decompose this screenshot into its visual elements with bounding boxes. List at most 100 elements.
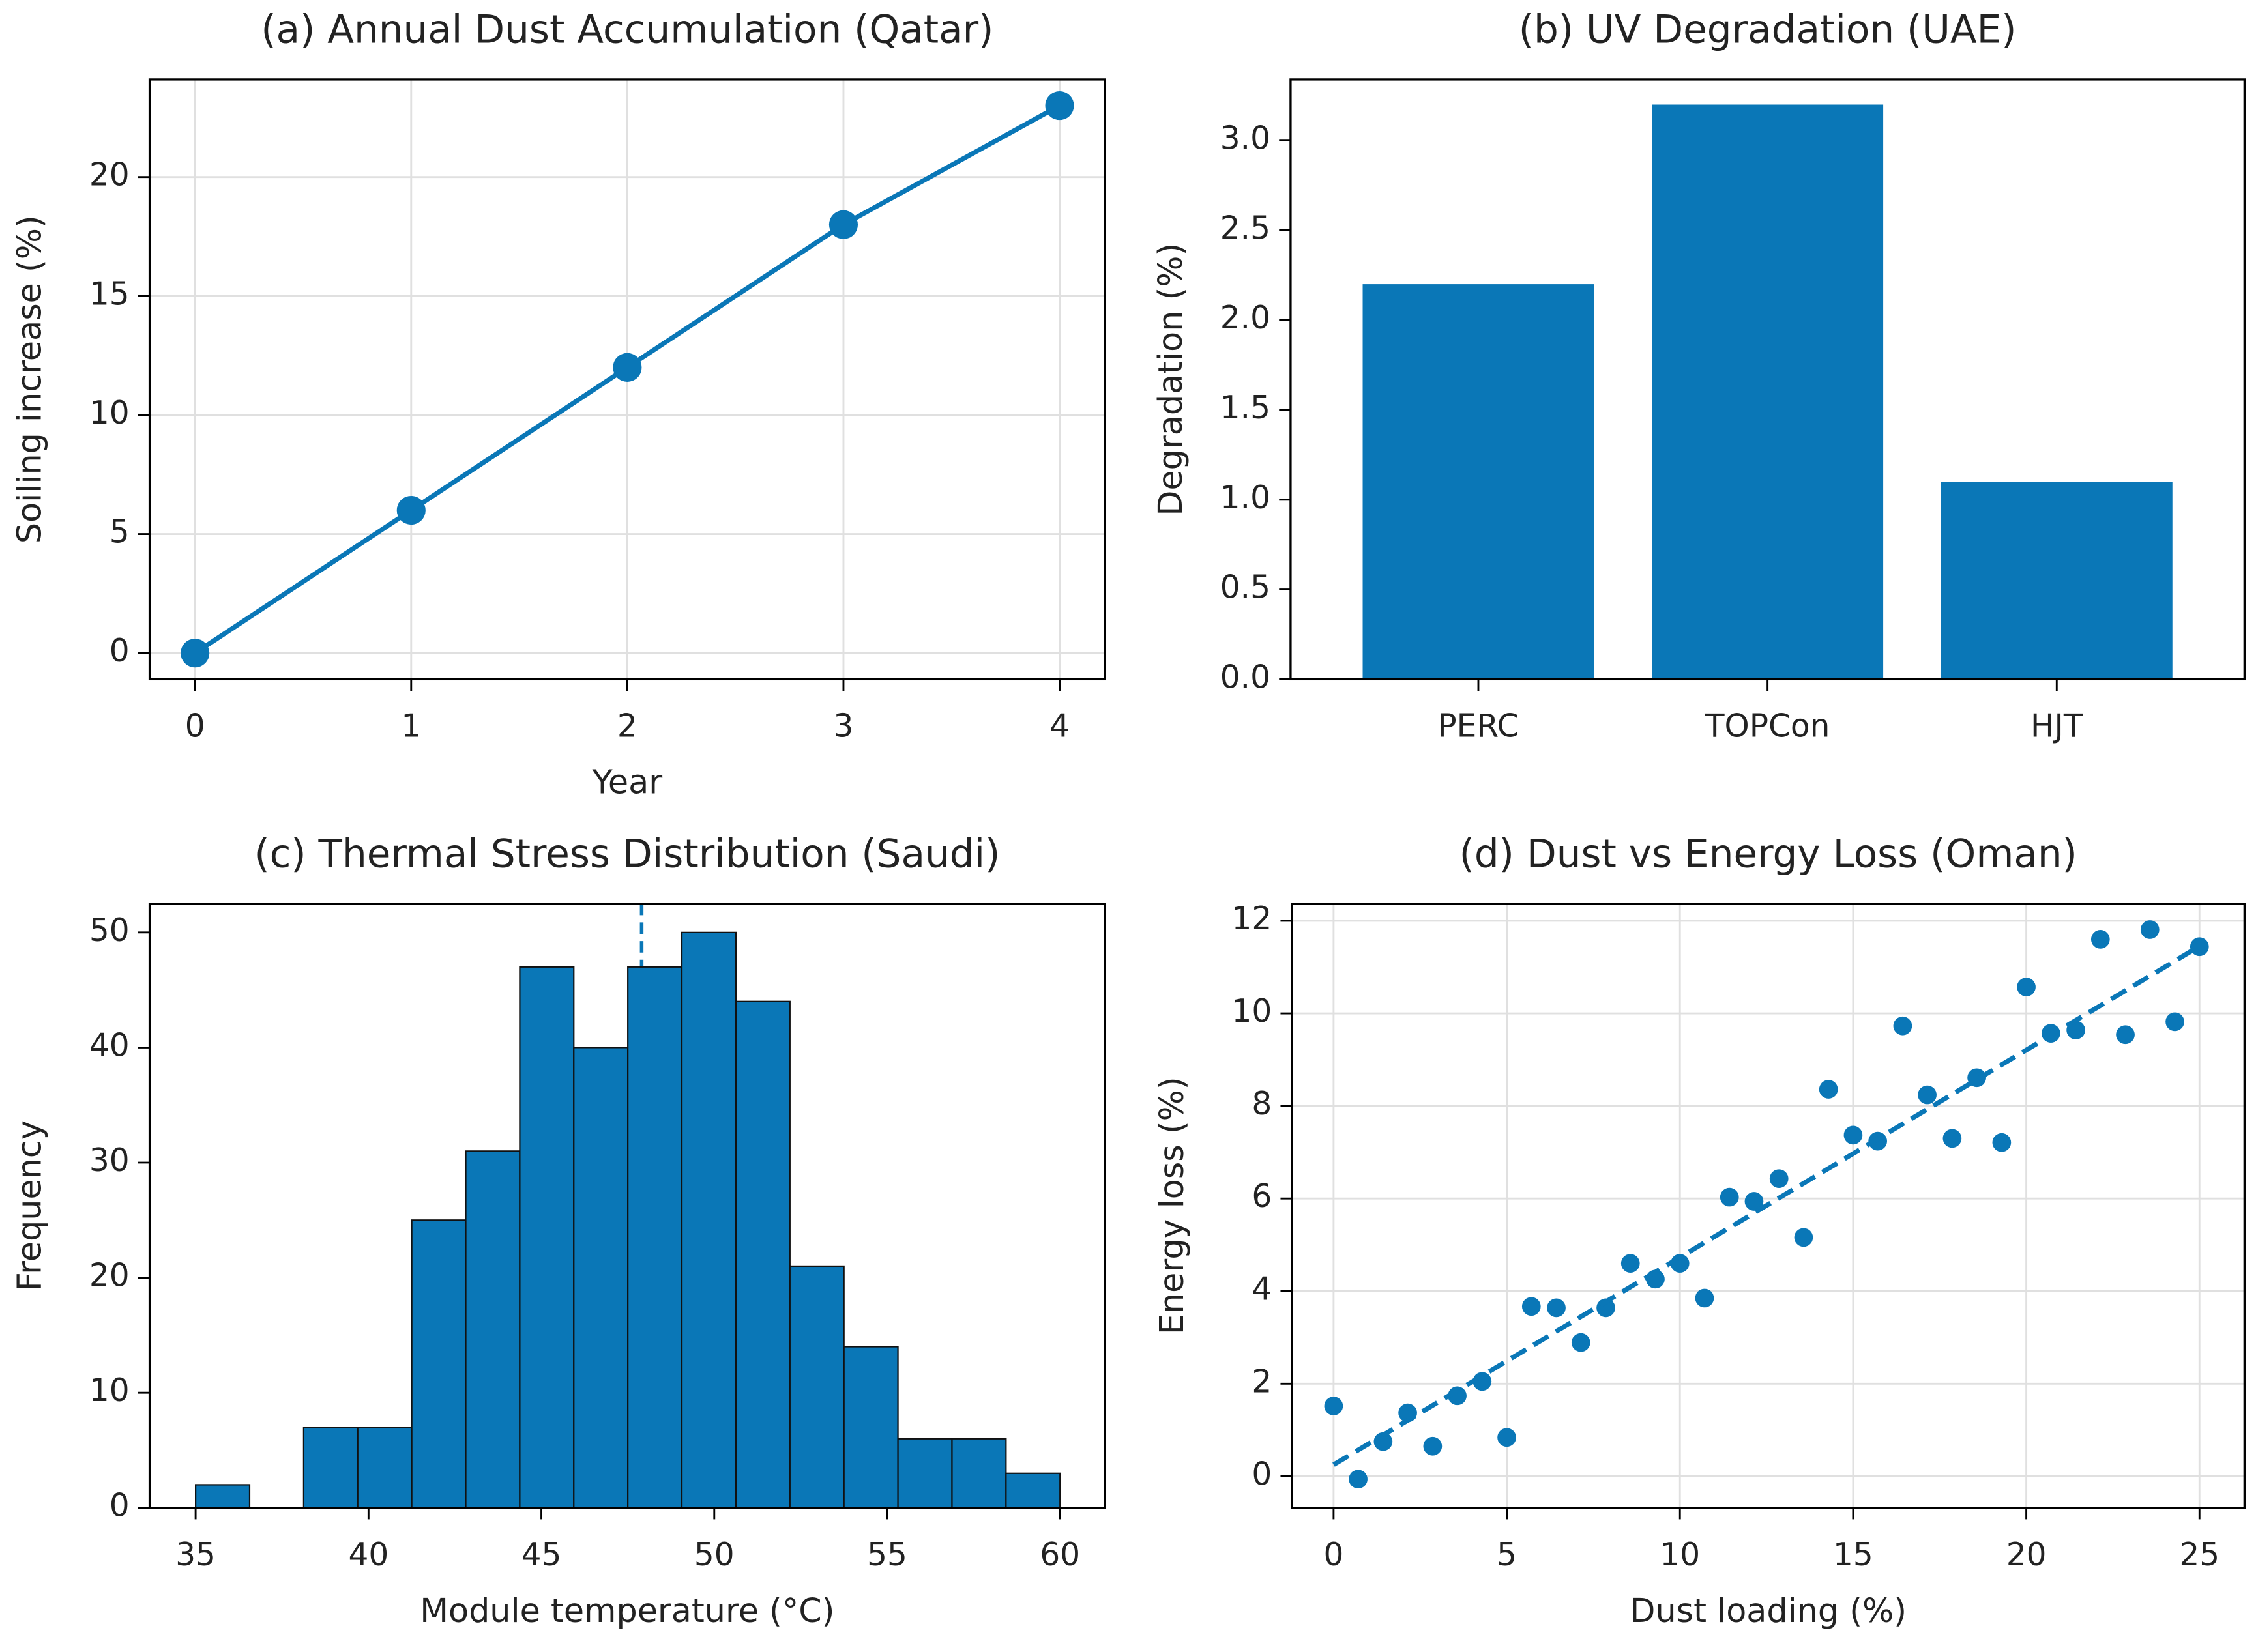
- histogram-bar: [195, 1484, 251, 1509]
- x-tick-label: 1: [401, 708, 421, 744]
- x-tick-label: TOPCon: [1705, 708, 1830, 744]
- y-tick-label: 20: [89, 1258, 130, 1294]
- point: [1423, 1436, 1443, 1456]
- panel: (b) UV Degradation (UAE) Degradation (%) 0…: [1151, 8, 2246, 744]
- point: [1620, 1254, 1640, 1273]
- histogram-bar: [627, 966, 683, 1509]
- y-tick-label: 30: [89, 1142, 130, 1179]
- point: [1349, 1470, 1368, 1489]
- histogram-bar: [735, 1000, 791, 1509]
- axes-frame: [1289, 78, 2246, 681]
- chart-title: (a) Annual Dust Accumulation (Qatar): [261, 8, 993, 53]
- marker: [1045, 91, 1074, 121]
- x-tick-label: 40: [348, 1537, 388, 1573]
- point: [1324, 1397, 1343, 1415]
- histogram-bar: [573, 1047, 629, 1509]
- point: [2165, 1012, 2184, 1032]
- y-tick-label: 5: [110, 514, 130, 551]
- y-tick-label: 0: [110, 1488, 130, 1524]
- point: [2140, 920, 2160, 939]
- x-tick-label: 55: [867, 1537, 907, 1573]
- point: [1720, 1187, 1739, 1207]
- y-tick-label: 0.0: [1220, 659, 1270, 695]
- y-tick-label: 15: [89, 276, 130, 312]
- y-axis-label: Degradation (%): [1151, 243, 1190, 516]
- y-tick-label: 50: [89, 912, 130, 949]
- histogram-bar: [357, 1427, 413, 1509]
- histogram-bar: [465, 1150, 521, 1509]
- marker: [181, 639, 210, 668]
- point: [1918, 1085, 1937, 1105]
- y-tick-label: 8: [1252, 1086, 1272, 1122]
- histogram-bar: [411, 1219, 467, 1509]
- histogram-bar: [1005, 1472, 1061, 1509]
- y-tick-label: 10: [89, 395, 130, 431]
- x-tick-label: 60: [1040, 1537, 1080, 1573]
- y-tick-label: 2: [1252, 1363, 1272, 1400]
- x-tick-label: 10: [1660, 1537, 1700, 1573]
- y-tick-label: 40: [89, 1027, 130, 1064]
- y-tick-label: 6: [1252, 1178, 1272, 1215]
- x-axis-label: Year: [592, 762, 663, 801]
- bar: [1652, 104, 1884, 680]
- x-tick-label: 5: [1497, 1537, 1517, 1573]
- x-tick-label: 2: [617, 708, 637, 744]
- point: [1497, 1428, 1516, 1447]
- point: [1992, 1133, 2012, 1152]
- point: [1942, 1129, 1962, 1148]
- x-tick-label: 20: [2006, 1537, 2047, 1573]
- histogram-bar: [897, 1438, 953, 1509]
- axes-frame: [1291, 903, 2246, 1509]
- bar: [1941, 482, 2173, 680]
- histogram-bar: [302, 1427, 359, 1509]
- fit-line: [1332, 944, 2201, 1467]
- y-axis-label: Frequency: [10, 1120, 49, 1291]
- bar: [1362, 284, 1594, 680]
- y-tick-label: 0: [1252, 1456, 1272, 1492]
- chart-title: (b) UV Degradation (UAE): [1519, 8, 2017, 53]
- x-tick-label: 45: [521, 1537, 562, 1573]
- point: [1967, 1068, 1986, 1088]
- histogram-bar: [681, 931, 737, 1509]
- y-tick-label: 2.0: [1220, 300, 1270, 336]
- x-tick-label: PERC: [1437, 708, 1519, 744]
- point: [1794, 1228, 1813, 1247]
- marker: [828, 210, 858, 239]
- chart-title: (d) Dust vs Energy Loss (Oman): [1459, 832, 2077, 877]
- histogram-bar: [951, 1438, 1007, 1509]
- x-tick-label: HJT: [2030, 708, 2083, 744]
- point: [1571, 1333, 1590, 1352]
- point: [1547, 1298, 1566, 1318]
- x-tick-label: 50: [694, 1537, 735, 1573]
- point: [1893, 1016, 1912, 1036]
- panel: (d) Dust vs Energy Loss (Oman) Dust loadi…: [1152, 832, 2246, 1630]
- chart-title: (c) Thermal Stress Distribution (Saudi): [254, 832, 1000, 877]
- x-axis-label: Dust loading (%): [1630, 1591, 1907, 1630]
- y-tick-label: 4: [1252, 1271, 1272, 1307]
- x-axis-label: Module temperature (°C): [420, 1591, 834, 1630]
- axes-frame: [148, 903, 1106, 1509]
- y-tick-label: 20: [89, 157, 130, 194]
- y-tick-label: 1.5: [1220, 390, 1270, 426]
- y-axis-label: Soiling increase (%): [10, 215, 49, 543]
- histogram-bar: [519, 966, 575, 1509]
- y-tick-label: 2.5: [1220, 210, 1270, 246]
- y-axis-label: Energy loss (%): [1152, 1077, 1191, 1335]
- y-tick-label: 10: [1231, 993, 1272, 1030]
- histogram-bar: [789, 1265, 845, 1509]
- y-tick-label: 0: [110, 633, 130, 669]
- point: [2190, 937, 2209, 957]
- axes-frame: [148, 78, 1106, 681]
- panel: (a) Annual Dust Accumulation (Qatar) Year…: [10, 8, 1106, 801]
- y-tick-label: 10: [89, 1372, 130, 1409]
- panel: (c) Thermal Stress Distribution (Saudi) M…: [10, 832, 1106, 1630]
- point: [1843, 1125, 1863, 1145]
- point: [1744, 1192, 1764, 1211]
- marker: [613, 353, 642, 382]
- x-tick-label: 4: [1049, 708, 1070, 744]
- x-tick-label: 0: [1323, 1537, 1343, 1573]
- y-tick-label: 3.0: [1220, 121, 1270, 157]
- y-tick-label: 1.0: [1220, 480, 1270, 516]
- point: [2116, 1025, 2135, 1045]
- x-tick-label: 15: [1833, 1537, 1873, 1573]
